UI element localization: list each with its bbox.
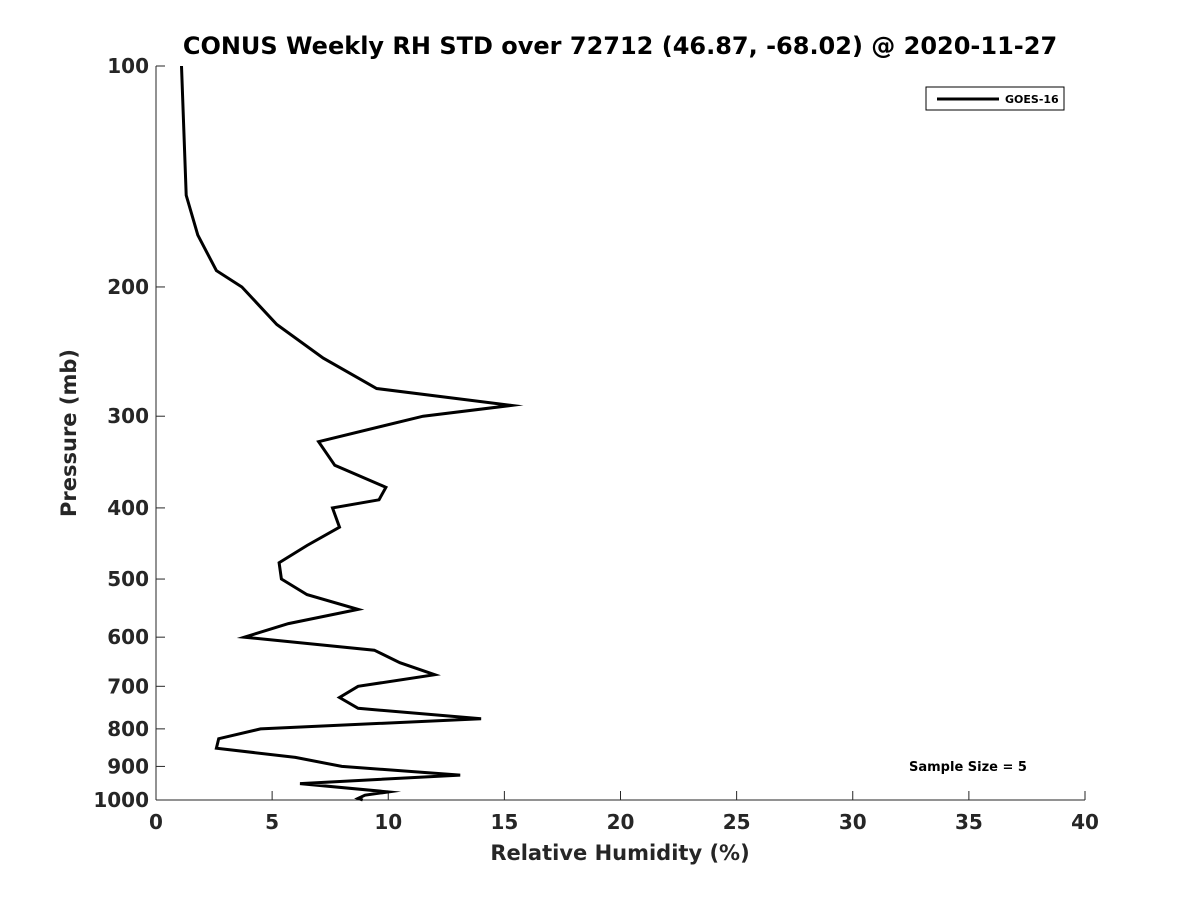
x-tick-label: 30 bbox=[839, 810, 867, 834]
y-tick-label: 200 bbox=[107, 275, 149, 299]
chart-title: CONUS Weekly RH STD over 72712 (46.87, -… bbox=[183, 32, 1057, 60]
y-tick-label: 800 bbox=[107, 717, 149, 741]
legend-label: GOES-16 bbox=[1005, 93, 1059, 106]
y-tick-label: 600 bbox=[107, 625, 149, 649]
y-tick-label: 700 bbox=[107, 674, 149, 698]
x-tick-label: 40 bbox=[1071, 810, 1099, 834]
sample-size-annotation: Sample Size = 5 bbox=[909, 760, 1027, 775]
plot-frame bbox=[155, 66, 1085, 801]
x-tick-label: 20 bbox=[607, 810, 635, 834]
series-layer bbox=[180, 65, 524, 802]
x-axis: 0 5 10 15 20 25 30 35 40 bbox=[149, 791, 1099, 834]
legend: GOES-16 bbox=[925, 86, 1065, 111]
series-line-goes-16 bbox=[180, 65, 524, 802]
y-tick-label: 100 bbox=[107, 54, 149, 78]
x-tick-label: 15 bbox=[490, 810, 518, 834]
y-tick-label: 300 bbox=[107, 404, 149, 428]
x-tick-label: 0 bbox=[149, 810, 163, 834]
x-axis-label: Relative Humidity (%) bbox=[490, 841, 749, 865]
y-axis: 100 200 300 400 500 600 700 800 900 1000 bbox=[93, 54, 165, 812]
x-tick-label: 35 bbox=[955, 810, 983, 834]
y-axis-label: Pressure (mb) bbox=[57, 349, 81, 517]
y-tick-label: 900 bbox=[107, 754, 149, 778]
x-tick-label: 5 bbox=[265, 810, 279, 834]
x-tick-label: 25 bbox=[723, 810, 751, 834]
y-tick-label: 400 bbox=[107, 496, 149, 520]
y-tick-label: 500 bbox=[107, 567, 149, 591]
y-tick-label: 1000 bbox=[93, 788, 149, 812]
x-tick-label: 10 bbox=[374, 810, 402, 834]
